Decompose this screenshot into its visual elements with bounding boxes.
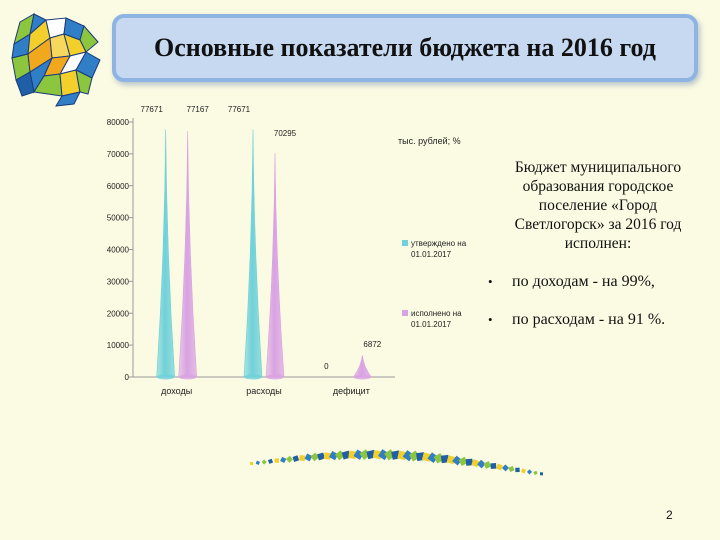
- swirl-tile: [515, 467, 520, 473]
- bullet-list: • по доходам - на 99%, • по расходам - н…: [488, 272, 713, 348]
- unit-label: тыс. рублей; %: [398, 136, 461, 146]
- bar-base: [266, 374, 284, 380]
- swirl-tile: [372, 450, 382, 460]
- swirl-tile: [292, 455, 300, 462]
- legend-label-line2: 01.01.2017: [411, 320, 452, 329]
- bullet-dot: •: [488, 274, 493, 289]
- y-tick-label: 80000: [107, 118, 130, 127]
- page-number: 2: [666, 508, 673, 522]
- bullet-income: • по доходам - на 99%,: [488, 272, 713, 292]
- bullet-expense-text: по расходам - на 91 %.: [512, 311, 666, 328]
- swirl-tile: [458, 456, 468, 466]
- y-tick-label: 70000: [107, 150, 130, 159]
- bar-исполнено-дефицит: [352, 355, 372, 378]
- bar-утверждено-доходы: [156, 129, 175, 378]
- page-title: Основные показатели бюджета на 2016 год: [154, 33, 656, 62]
- swirl-tile: [304, 453, 313, 462]
- y-tick-label: 60000: [107, 182, 130, 191]
- swirl-tile: [496, 463, 503, 471]
- swirl-tile: [465, 458, 473, 466]
- bar-утверждено-расходы: [243, 129, 263, 378]
- swirl-tile: [539, 472, 544, 476]
- swirl-tile: [446, 455, 456, 465]
- swirl-tile: [317, 452, 326, 461]
- data-label: 6872: [363, 340, 381, 349]
- y-tick-label: 40000: [107, 246, 130, 255]
- bullet-income-text: по доходам - на 99%,: [512, 273, 655, 290]
- swirl-tile: [477, 459, 486, 469]
- swirl-tile: [310, 452, 320, 462]
- swirl-tile: [255, 460, 261, 465]
- data-label: 77671: [141, 105, 164, 114]
- bar-base: [353, 374, 372, 380]
- data-label: 77671: [228, 105, 251, 114]
- y-tick-label: 20000: [107, 309, 130, 318]
- y-tick-label: 50000: [107, 214, 130, 223]
- swirl-tile: [261, 459, 267, 465]
- swirl-tile: [501, 464, 509, 472]
- swirl-tile: [274, 458, 280, 463]
- city-logo-mosaic: [11, 13, 101, 107]
- swirl-tile: [348, 450, 357, 459]
- swirl-tile: [427, 452, 439, 464]
- data-label: 0: [324, 362, 329, 371]
- swirl-tile: [353, 449, 364, 460]
- bar-base: [178, 374, 197, 380]
- summary-text: Бюджет муниципального образования городс…: [514, 159, 682, 252]
- legend-swatch: [402, 310, 408, 316]
- y-tick-label: 10000: [107, 341, 130, 350]
- swirl-tile: [299, 455, 306, 461]
- bullet-expense: • по расходам - на 91 %.: [488, 310, 713, 330]
- bar-base: [244, 374, 262, 380]
- legend-label: исполнено на: [411, 309, 462, 318]
- x-category-label: дефицит: [333, 386, 370, 396]
- y-tick-label: 30000: [107, 277, 130, 286]
- swirl-tile: [328, 450, 339, 461]
- bar-исполнено-расходы: [265, 152, 285, 378]
- swirl-tile: [533, 470, 538, 476]
- swirl-tile: [520, 468, 527, 474]
- swirl-tile: [490, 463, 497, 469]
- swirl-tile: [452, 455, 463, 466]
- swirl-tile: [323, 452, 331, 460]
- x-category-label: доходы: [161, 386, 192, 396]
- data-label: 77167: [187, 105, 210, 114]
- swirl-tile: [471, 459, 480, 468]
- swirl-tile: [402, 450, 414, 462]
- swirl-tile: [526, 469, 533, 475]
- swirl-tile: [483, 461, 492, 469]
- bullet-dot: •: [488, 312, 493, 327]
- swirl-tile: [250, 462, 253, 465]
- legend-label: утверждено на: [411, 239, 467, 248]
- bar-base: [156, 374, 175, 380]
- legend-label-line2: 01.01.2017: [411, 250, 452, 259]
- legend-swatch: [402, 240, 408, 246]
- data-label: 70295: [274, 129, 297, 138]
- swirl-tile: [267, 458, 274, 464]
- y-tick-label: 0: [125, 373, 130, 382]
- title-banner: Основные показатели бюджета на 2016 год: [112, 14, 698, 82]
- bar-исполнено-доходы: [178, 131, 197, 378]
- swirl-tile: [508, 465, 515, 472]
- swirl-tile: [280, 456, 287, 464]
- swirl-tile: [286, 455, 293, 463]
- x-category-label: расходы: [246, 386, 281, 396]
- swirl-tile: [378, 449, 390, 461]
